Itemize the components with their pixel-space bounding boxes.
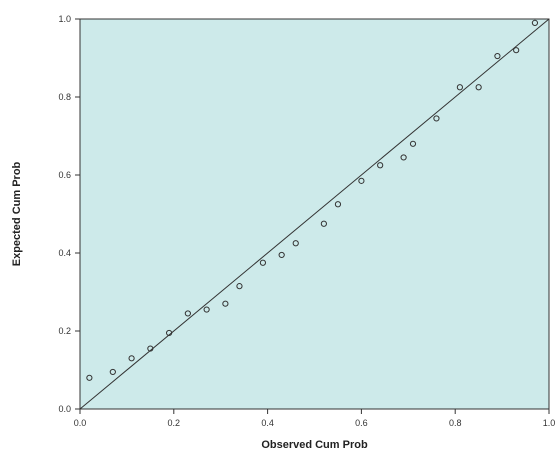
reference-line-group bbox=[79, 18, 550, 410]
data-point bbox=[334, 201, 342, 208]
y-tick-label: 0.6 bbox=[58, 170, 71, 180]
data-point bbox=[236, 283, 243, 290]
data-point bbox=[184, 310, 191, 317]
y-tick-label: 0.0 bbox=[58, 404, 71, 414]
y-axis-title: Expected Cum Prob bbox=[11, 161, 23, 266]
axes-group: 0.0 0.2 0.4 0.6 0.8 1.0 0.0 0.2 0.4 0.6 0.8 1.0 bbox=[58, 14, 555, 428]
data-points-group bbox=[86, 19, 539, 381]
x-tick-label: 0.8 bbox=[449, 418, 462, 428]
y-tick-label: 1.0 bbox=[58, 14, 71, 24]
data-point bbox=[278, 251, 285, 259]
x-tick-label: 0.6 bbox=[355, 418, 368, 428]
data-point bbox=[292, 240, 299, 247]
data-point bbox=[456, 84, 463, 91]
x-tick-label: 0.2 bbox=[168, 418, 181, 428]
y-tick-label: 0.4 bbox=[58, 248, 71, 258]
data-point bbox=[203, 306, 210, 313]
data-point bbox=[109, 368, 116, 376]
data-point bbox=[166, 329, 173, 337]
x-tick-label: 0.0 bbox=[74, 418, 87, 428]
reference-line bbox=[79, 18, 550, 410]
y-tick-label: 0.8 bbox=[58, 92, 71, 102]
data-point bbox=[259, 259, 267, 266]
data-point bbox=[409, 140, 417, 147]
data-point bbox=[86, 374, 93, 381]
x-tick-label: 0.4 bbox=[261, 418, 274, 428]
data-point bbox=[377, 162, 384, 169]
data-point bbox=[475, 84, 482, 91]
data-point bbox=[358, 177, 365, 184]
data-point bbox=[513, 47, 520, 54]
data-point bbox=[222, 300, 229, 307]
x-axis-title: Observed Cum Prob bbox=[261, 439, 368, 451]
data-point bbox=[400, 154, 407, 161]
data-point bbox=[494, 52, 501, 60]
data-point bbox=[320, 220, 327, 227]
data-point bbox=[433, 115, 440, 122]
data-point bbox=[128, 355, 135, 362]
y-tick-label: 0.2 bbox=[58, 326, 71, 336]
data-point bbox=[147, 345, 154, 352]
x-tick-label: 1.0 bbox=[543, 418, 556, 428]
data-point bbox=[531, 19, 539, 26]
